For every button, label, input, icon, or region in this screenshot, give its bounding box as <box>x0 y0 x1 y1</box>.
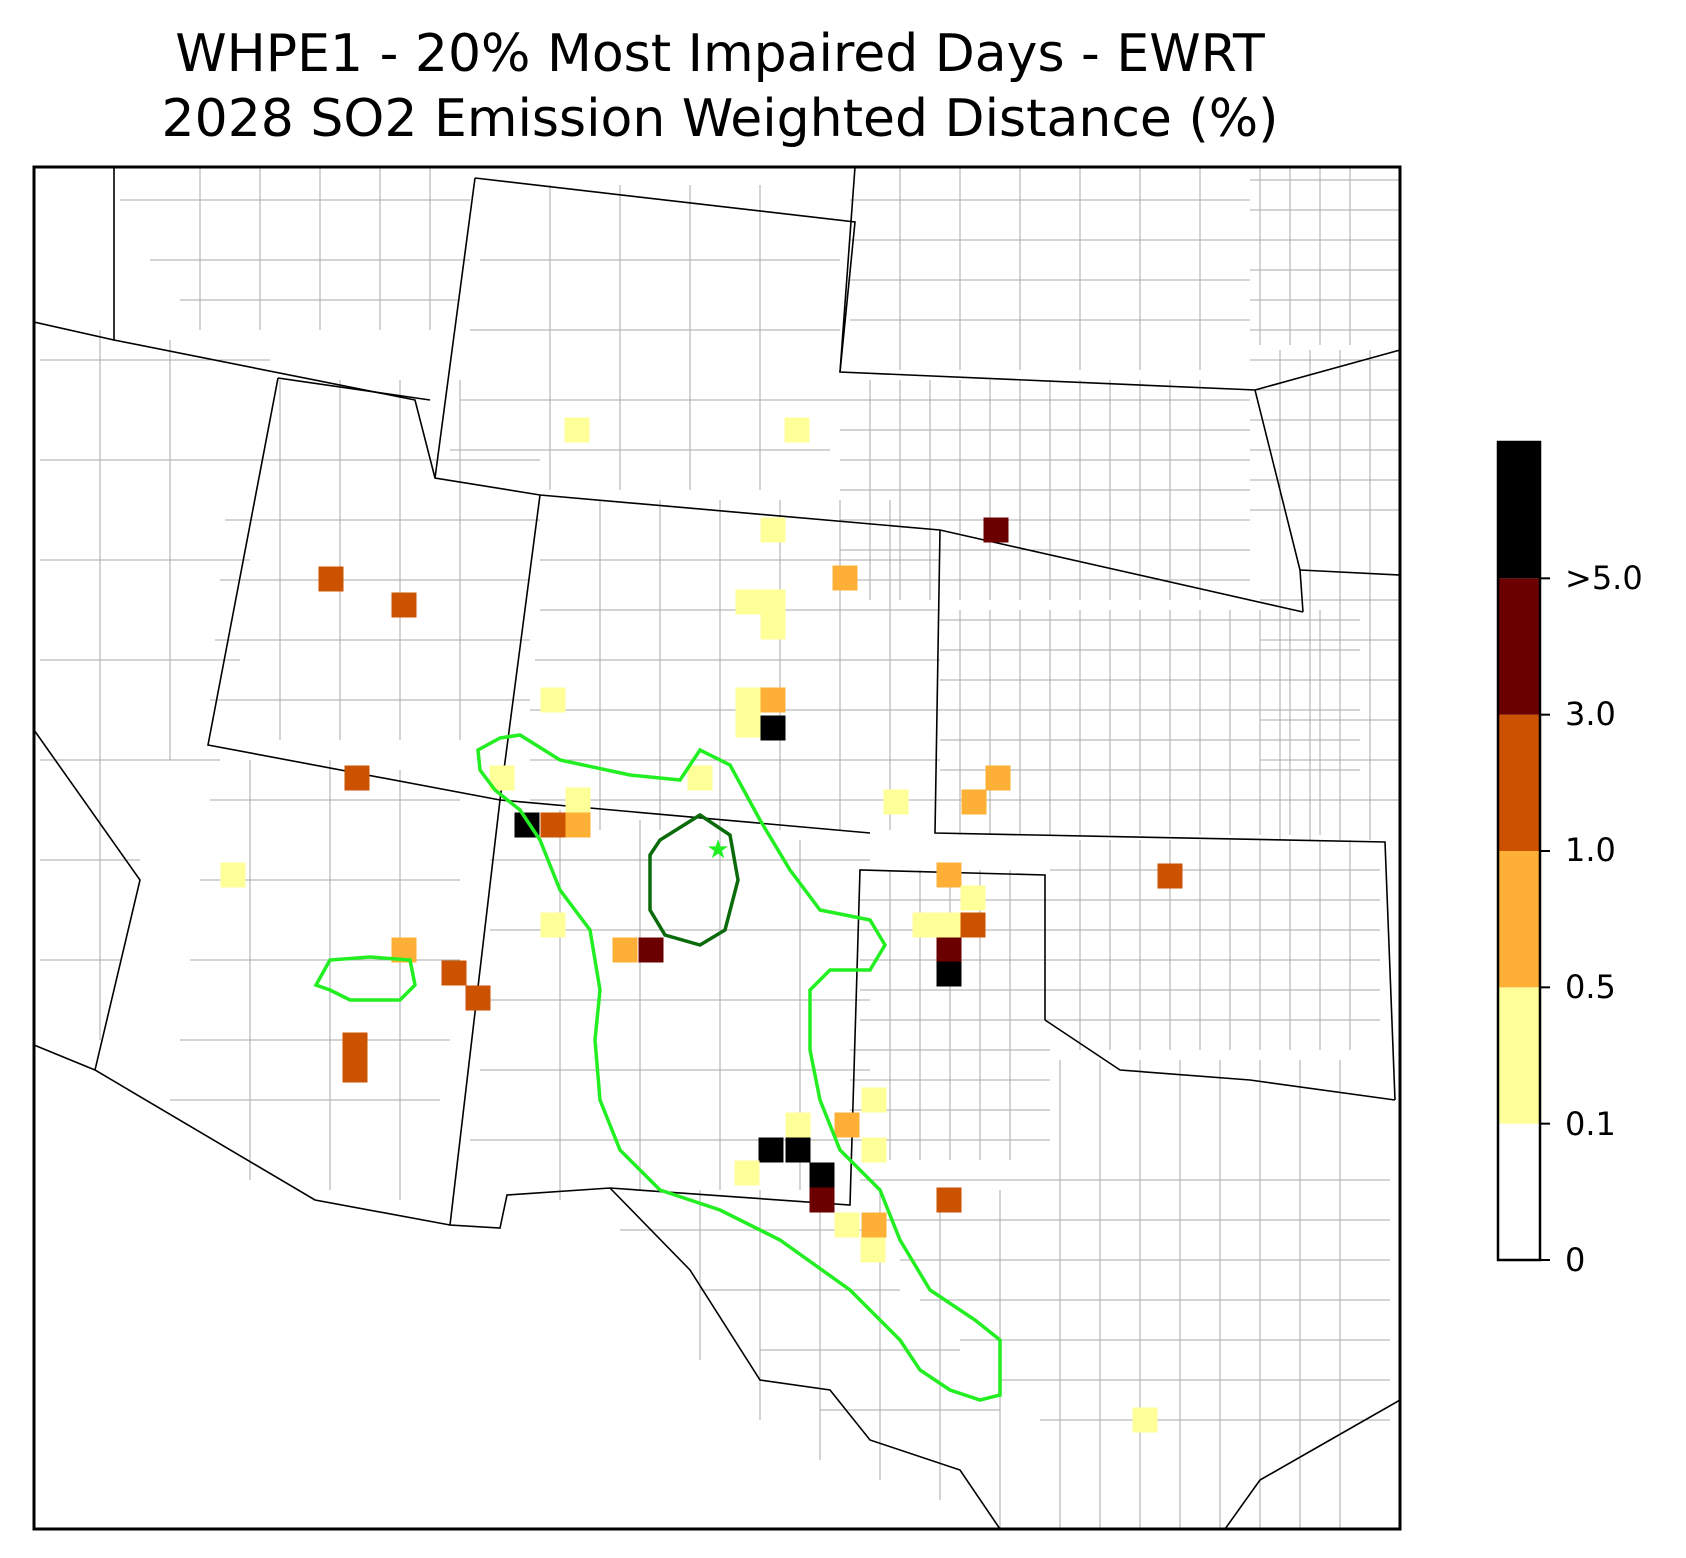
outer-contour-main <box>476 733 1002 1402</box>
star-icon: ★ <box>706 835 729 865</box>
map-title-line-1: WHPE1 - 20% Most Impaired Days - EWRT <box>175 24 1265 84</box>
colorbar-segment <box>1498 1123 1540 1260</box>
emission-cell <box>834 1212 860 1238</box>
emission-cell <box>540 687 566 713</box>
emission-cell <box>1157 863 1183 889</box>
emission-cell <box>391 592 417 618</box>
emission-cell <box>318 566 344 592</box>
emission-cell <box>960 885 986 911</box>
emission-cell <box>861 1212 887 1238</box>
emission-cell <box>342 1057 368 1083</box>
emission-cell <box>912 912 938 938</box>
emission-cell <box>936 961 962 987</box>
emission-cell <box>220 862 246 888</box>
emission-cell <box>834 1112 860 1138</box>
emission-cell <box>883 789 909 815</box>
emission-cell <box>760 517 786 543</box>
emission-cell <box>860 1237 886 1263</box>
emission-cell <box>784 417 810 443</box>
emission-cell <box>809 1187 835 1213</box>
emission-cell <box>936 937 962 963</box>
emission-cell <box>861 1137 887 1163</box>
colorbar-label-1: 0.1 <box>1565 1105 1616 1143</box>
colorbar <box>1496 440 1550 1262</box>
colorbar-label-2: 0.5 <box>1565 968 1616 1006</box>
emission-cell <box>734 1160 760 1186</box>
map-frame <box>32 165 1402 1531</box>
emission-cell <box>960 912 986 938</box>
emission-cell <box>760 614 786 640</box>
emission-cell <box>758 1137 784 1163</box>
emission-cell <box>983 517 1009 543</box>
emission-cell <box>735 712 761 738</box>
inner-contour <box>648 812 740 947</box>
colorbar-segment <box>1498 987 1540 1124</box>
emission-cell <box>564 417 590 443</box>
emission-cell <box>809 1162 835 1188</box>
emission-cell <box>785 1112 811 1138</box>
emission-cell <box>861 1087 887 1113</box>
emission-cell <box>832 565 858 591</box>
emission-cell <box>760 687 786 713</box>
emission-cell <box>342 1032 368 1058</box>
emission-cell <box>344 765 370 791</box>
colorbar-segment <box>1498 714 1540 851</box>
emission-cell <box>441 960 467 986</box>
state-boundaries <box>34 167 1400 1529</box>
emission-cell <box>760 589 786 615</box>
colorbar-label-3: 1.0 <box>1565 831 1616 869</box>
emission-cell <box>540 912 566 938</box>
emission-cell <box>936 1187 962 1213</box>
emission-cell <box>735 589 761 615</box>
emission-cell <box>540 812 566 838</box>
colorbar-segment <box>1498 851 1540 988</box>
emission-cell <box>465 985 491 1011</box>
colorbar-label-0: 0 <box>1565 1241 1586 1279</box>
colorbar-label-4: 3.0 <box>1565 695 1616 733</box>
emission-cells <box>220 417 1183 1433</box>
colorbar-label-5: >5.0 <box>1565 559 1643 597</box>
emission-cell <box>936 862 962 888</box>
emission-cell <box>565 787 591 813</box>
map-title-line-2: 2028 SO2 Emission Weighted Distance (%) <box>161 89 1279 149</box>
emission-cell <box>936 912 962 938</box>
colorbar-segment <box>1498 578 1540 715</box>
colorbar-segment <box>1498 442 1540 579</box>
emission-cell <box>785 1137 811 1163</box>
emission-cell <box>961 789 987 815</box>
outer-contour-west <box>313 955 417 1002</box>
emission-cell <box>985 765 1011 791</box>
emission-cell <box>638 937 664 963</box>
emission-cell <box>735 687 761 713</box>
emission-cell <box>760 715 786 741</box>
emission-cell <box>565 812 591 838</box>
emission-cell <box>1132 1407 1158 1433</box>
emission-cell <box>687 765 713 791</box>
emission-cell <box>612 937 638 963</box>
